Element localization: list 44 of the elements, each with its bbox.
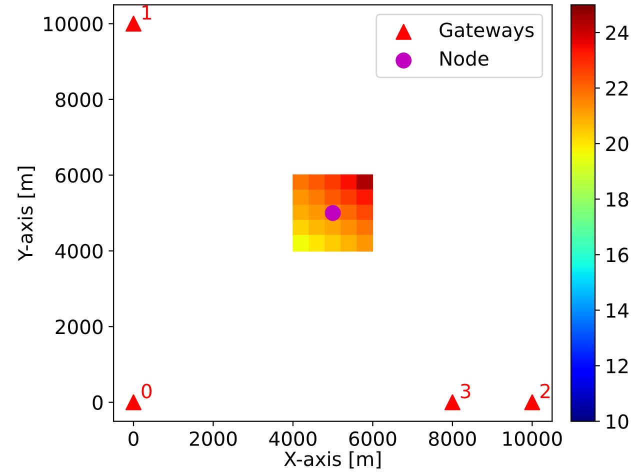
point xyxy=(356,234,374,252)
x-tick-label: 6000 xyxy=(349,431,396,446)
point xyxy=(308,220,326,236)
annotation: 2 xyxy=(540,384,550,398)
annotation: 3 xyxy=(460,384,470,398)
point xyxy=(292,220,310,236)
x-axis-title: X-axis [m] xyxy=(284,451,380,469)
x-tick-label: 4000 xyxy=(269,431,316,446)
legend-label: Node xyxy=(440,50,488,66)
point xyxy=(340,220,358,236)
color-bar-label: 24 xyxy=(606,25,628,40)
color-bar-label: 22 xyxy=(606,81,628,96)
point xyxy=(524,394,540,410)
legend-label: Gateways xyxy=(440,22,534,42)
color-bar-label: 20 xyxy=(606,136,628,152)
point xyxy=(308,234,326,252)
color-bar-label: 10 xyxy=(606,414,628,429)
y-tick-label: 6000 xyxy=(56,168,103,183)
y-tick-label: 4000 xyxy=(55,244,103,259)
point xyxy=(324,174,342,192)
point xyxy=(292,174,310,192)
x-tick-label: 10000 xyxy=(503,431,562,446)
point xyxy=(324,234,342,252)
y-tick-label: 8000 xyxy=(56,92,103,108)
point xyxy=(126,16,142,32)
color-bar-label: 16 xyxy=(606,248,628,262)
annotation: 0 xyxy=(142,384,152,398)
y-tick-label: 10000 xyxy=(44,16,103,32)
x-tick-label: 0 xyxy=(128,431,138,446)
color-bar-label: 14 xyxy=(606,303,628,318)
y-axis-title: Y-axis [m] xyxy=(18,166,35,261)
y-tick-label: 2000 xyxy=(56,320,103,334)
point xyxy=(340,234,358,252)
point xyxy=(308,174,326,192)
annotation: 1 xyxy=(142,5,152,20)
color-bar-label: 18 xyxy=(606,192,628,207)
point xyxy=(340,174,358,192)
x-tick-label: 2000 xyxy=(190,431,237,446)
point xyxy=(292,234,310,252)
color-bar-label: 12 xyxy=(606,358,628,374)
x-tick-label: 8000 xyxy=(429,431,476,446)
point xyxy=(444,394,460,410)
y-tick-label: 0 xyxy=(92,395,103,410)
point xyxy=(126,394,142,410)
